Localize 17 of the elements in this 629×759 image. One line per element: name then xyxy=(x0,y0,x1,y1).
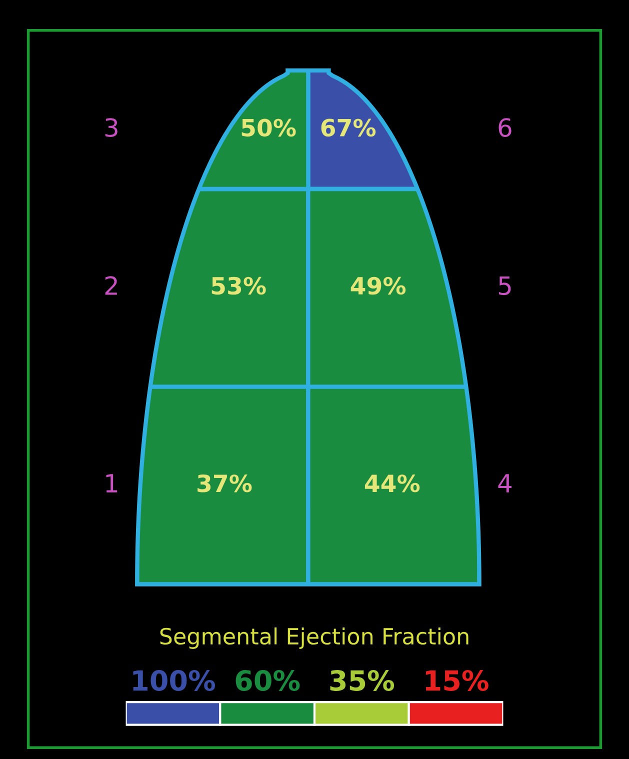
data-label: 37% xyxy=(198,474,252,492)
category-label: 4 xyxy=(498,474,512,492)
legend-label: 35% xyxy=(330,670,394,691)
legend-title: Segmental Ejection Fraction xyxy=(160,627,468,649)
data-label: 49% xyxy=(350,276,406,295)
text: 60% xyxy=(236,670,300,691)
category-label: 5 xyxy=(498,276,511,296)
data-label: 67% xyxy=(321,118,376,137)
category-label: 6 xyxy=(498,118,512,137)
data-label: 50% xyxy=(242,118,296,137)
data-label: 44% xyxy=(364,474,420,492)
category-label: 3 xyxy=(105,118,118,137)
legend-label: 15% xyxy=(426,670,488,691)
text: 100% xyxy=(133,670,215,691)
data-label: 53% xyxy=(212,276,266,295)
category-label: 1 xyxy=(106,474,118,492)
category-label: 2 xyxy=(105,276,117,295)
